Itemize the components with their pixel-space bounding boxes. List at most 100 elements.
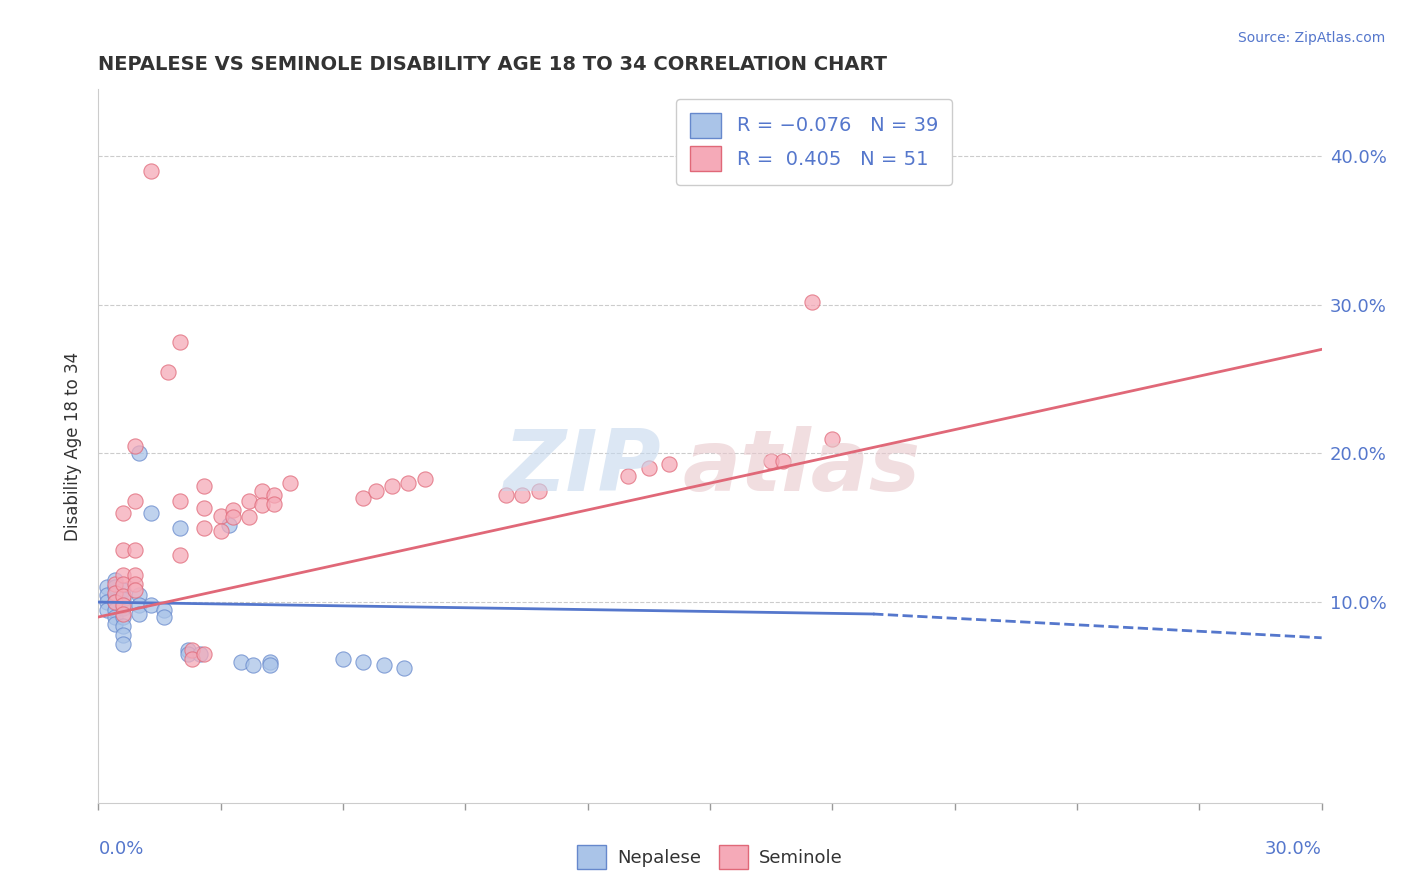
Point [104,577,127,591]
Point [111,543,134,558]
Text: NEPALESE VS SEMINOLE DISABILITY AGE 18 TO 34 CORRELATION CHART: NEPALESE VS SEMINOLE DISABILITY AGE 18 T… [98,54,887,74]
Point [821,432,844,446]
Point [104,595,127,609]
Point [231,655,253,669]
Point [638,461,661,475]
Point [104,573,127,587]
Point [263,497,285,511]
Point [193,647,215,661]
Point [209,508,232,523]
Point [152,610,174,624]
Point [128,598,150,612]
Point [169,494,191,508]
Point [104,617,127,632]
Point [177,647,200,661]
Point [177,642,200,657]
Point [495,488,517,502]
Point [111,598,134,612]
Point [413,472,436,486]
Point [761,454,783,468]
Point [124,439,146,453]
Point [392,660,416,674]
Point [364,483,387,498]
Point [193,501,215,516]
Point [209,524,232,538]
Point [111,506,134,520]
Point [801,294,824,309]
Text: atlas: atlas [683,425,921,509]
Point [181,642,204,657]
Point [111,589,134,603]
Point [124,568,146,582]
Point [242,657,264,672]
Point [193,479,215,493]
Point [111,628,134,642]
Point [373,657,395,672]
Point [111,601,134,615]
Point [104,610,127,624]
Point [352,655,374,669]
Point [278,476,301,491]
Point [104,580,127,594]
Point [111,619,134,633]
Point [181,651,204,665]
Point [396,476,419,491]
Point [104,595,127,609]
Point [658,457,681,471]
Point [111,568,134,582]
Text: Source: ZipAtlas.com: Source: ZipAtlas.com [1237,31,1385,45]
Point [124,583,146,598]
Point [152,602,174,616]
Point [111,577,134,591]
Point [259,655,281,669]
Point [96,602,118,616]
Point [169,334,191,349]
Text: 0.0%: 0.0% [98,840,143,858]
Point [128,607,150,621]
Point [617,468,640,483]
Point [381,479,404,493]
Text: ZIP: ZIP [503,425,661,509]
Point [111,637,134,651]
Point [141,506,163,520]
Point [222,510,245,524]
Point [222,503,245,517]
Point [111,607,134,621]
Legend: Nepalese, Seminole: Nepalese, Seminole [571,838,849,876]
Point [238,494,260,508]
Point [96,595,118,609]
Point [128,446,150,460]
Text: 30.0%: 30.0% [1265,840,1322,858]
Point [772,454,794,468]
Point [104,588,127,602]
Point [332,651,354,665]
Point [218,517,240,532]
Point [512,488,534,502]
Point [238,510,260,524]
Point [124,543,146,558]
Point [156,365,179,379]
Point [141,164,163,178]
Point [527,483,550,498]
Point [96,580,118,594]
Point [124,494,146,508]
Point [111,610,134,624]
Point [259,657,281,672]
Point [250,483,273,498]
Point [188,647,212,661]
Point [128,588,150,602]
Point [124,577,146,591]
Point [141,598,163,612]
Point [263,488,285,502]
Point [250,499,273,513]
Point [111,583,134,598]
Point [96,588,118,602]
Point [104,586,127,600]
Point [169,548,191,562]
Y-axis label: Disability Age 18 to 34: Disability Age 18 to 34 [65,351,83,541]
Point [193,521,215,535]
Point [111,592,134,607]
Point [104,602,127,616]
Point [169,521,191,535]
Point [352,491,374,505]
